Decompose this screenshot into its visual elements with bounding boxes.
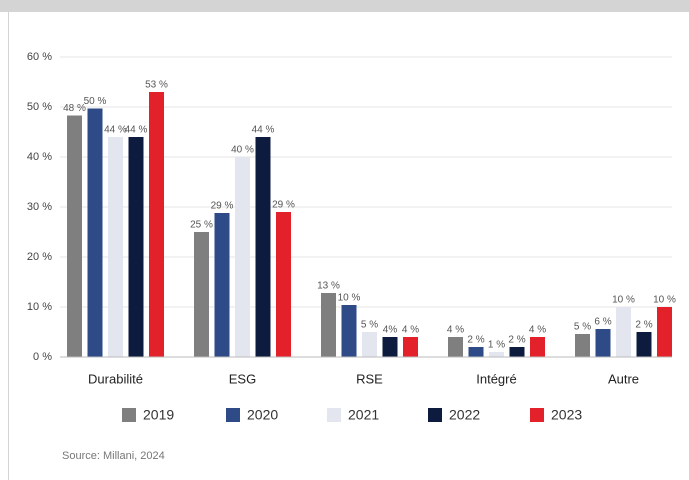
bar: [382, 337, 398, 357]
bar: [489, 352, 504, 357]
value-label: 53 %: [145, 80, 168, 91]
legend-swatch: [428, 408, 442, 422]
bar: [235, 157, 250, 357]
value-label: 44 %: [125, 125, 148, 136]
bar: [321, 293, 336, 357]
value-label: 1 %: [488, 340, 505, 351]
value-label: 25 %: [190, 220, 213, 231]
y-tick-label: 40 %: [27, 151, 52, 163]
x-tick-label: Durabilité: [88, 371, 143, 386]
x-tick-label: Autre: [608, 371, 639, 386]
bar: [255, 137, 271, 357]
top-band: [0, 0, 689, 12]
legend-swatch: [530, 408, 544, 422]
value-label: 4 %: [529, 325, 546, 336]
bar: [214, 213, 230, 357]
value-label: 4%: [383, 325, 398, 336]
value-label: 6 %: [594, 317, 611, 328]
value-label: 50 %: [84, 96, 107, 107]
y-tick-label: 0 %: [33, 351, 52, 363]
legend-swatch: [226, 408, 240, 422]
bar: [276, 212, 291, 357]
bar: [509, 347, 525, 357]
legend-label: 2020: [247, 407, 278, 423]
bar: [87, 108, 103, 357]
bar: [575, 334, 590, 357]
bar: [530, 337, 545, 357]
bar: [468, 347, 484, 357]
value-label: 5 %: [361, 320, 378, 331]
value-label: 10 %: [338, 293, 361, 304]
y-tick-label: 50 %: [27, 101, 52, 113]
bar: [149, 92, 164, 357]
source: Source: Millani, 2024: [62, 450, 165, 462]
bar: [362, 332, 377, 357]
bar: [657, 307, 672, 357]
legend-label: 2022: [449, 407, 480, 423]
y-tick-label: 30 %: [27, 201, 52, 213]
value-label: 4 %: [447, 325, 464, 336]
value-label: 4 %: [402, 325, 419, 336]
bar: [636, 332, 652, 357]
bar: [595, 329, 611, 357]
value-label: 44 %: [104, 125, 127, 136]
value-label: 2 %: [635, 320, 652, 331]
value-label: 2 %: [467, 335, 484, 346]
x-tick-label: ESG: [229, 371, 256, 386]
value-label: 10 %: [612, 295, 635, 306]
value-label: 2 %: [508, 335, 525, 346]
x-tick-label: RSE: [356, 371, 383, 386]
value-label: 40 %: [231, 145, 254, 156]
legend-label: 2019: [143, 407, 174, 423]
y-tick-label: 60 %: [27, 51, 52, 63]
legend-label: 2023: [551, 407, 582, 423]
value-label: 5 %: [574, 322, 591, 333]
legend-swatch: [122, 408, 136, 422]
value-label: 29 %: [211, 201, 234, 212]
bar: [108, 137, 123, 357]
value-label: 10 %: [653, 295, 676, 306]
legend-swatch: [327, 408, 341, 422]
value-label: 29 %: [272, 200, 295, 211]
bar: [341, 305, 357, 357]
bar: [67, 115, 82, 357]
bar: [194, 232, 209, 357]
bar: [448, 337, 463, 357]
y-tick-label: 20 %: [27, 251, 52, 263]
bar: [403, 337, 418, 357]
legend-label: 2021: [348, 407, 379, 423]
bar: [616, 307, 631, 357]
bar: [128, 137, 144, 357]
value-label: 44 %: [252, 125, 275, 136]
x-tick-label: Intégré: [476, 371, 516, 386]
value-label: 13 %: [317, 281, 340, 292]
value-label: 48 %: [63, 103, 86, 114]
y-tick-label: 10 %: [27, 301, 52, 313]
